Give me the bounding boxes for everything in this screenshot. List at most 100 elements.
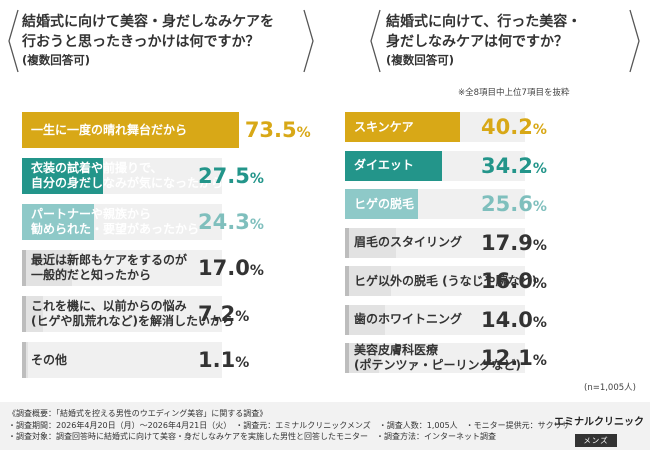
bar-label-line: (ヒゲや肌荒れなど)を解消したいから [31,314,234,328]
bar-accent [345,266,349,296]
bar [345,304,385,335]
bar-accent [345,189,349,219]
bar-accent [345,343,349,373]
bar-row: ダイエット 34.2% [345,150,645,181]
bar-row: 衣装の試着や前撮りで、 自分の身だしなみが気になったから 27.5% [22,158,322,194]
bar-label: 美容皮膚科医療 (ポテンツァ・ピーリングなど) [345,343,521,373]
bar-row: ヒゲの脱毛 25.6% [345,189,645,219]
bar-value-unit: % [532,122,547,138]
bar-value-number: 17.0 [198,256,250,280]
bar-accent [22,112,26,148]
bar-value-unit: % [532,314,547,331]
bar-label-line: ヒゲの脱毛 [354,196,415,211]
bar-label-line: 一般的だと知ったから [31,268,152,282]
bar-label-line: 眉毛のスタイリング [354,235,463,249]
bar-label-line: ヒゲ以外の脱毛 (うなじや腕など) [354,273,538,288]
bar [345,189,418,219]
bar-value-number: 34.2 [481,153,533,178]
bar-value-number: 27.5 [198,164,250,188]
right-title-bracket [370,9,381,73]
bar-value-number: 12.1 [481,346,533,370]
bar-label-line: その他 [31,352,68,367]
left-title-line1: 結婚式に向けて美容・身だしなみケアを [22,14,274,30]
bar-label: ダイエット [345,158,414,173]
right-chart-subtitle: (複数回答可) [386,53,455,67]
bar-value-label: 7.2% [198,302,249,326]
bar-accent [22,250,26,286]
bar-label-line: (ポテンツァ・ピーリングなど) [354,358,521,372]
bar-track [22,342,222,378]
bar-row: 一生に一度の晴れ舞台だから 73.5% [22,112,322,148]
bar-value-number: 1.1 [198,348,236,372]
bar-accent [22,342,26,378]
left-chart-title: 結婚式に向けて美容・身だしなみケアを 行おうと思ったきっかけは何ですか？ (複数… [22,12,274,68]
bar-accent [345,304,349,335]
right-title-line2: 身だしなみケアは何ですか？ [386,34,568,50]
bar-value-label: 34.2% [481,154,547,178]
right-title-line1: 結婚式に向けて、行った美容・ [386,14,582,30]
bar-label: スキンケア [345,120,414,135]
bar-row: パートナーや親族から 勧められた・要望があったから 24.3% [22,204,322,240]
bar-value-unit: % [532,160,547,177]
footer-line-1: 《調査概要：「結婚式を控える男性のウエディング美容」に関する調査》 [8,409,268,418]
bar-value-number: 16.0 [481,269,533,293]
clinic-logo: エミナルクリニック メンズ [554,413,644,447]
bar-value-label: 12.1% [481,346,547,370]
bar-accent [345,150,349,181]
bar-value-label: 16.0% [481,269,547,293]
right-chart-annotation: ※全8項目中上位7項目を抜粋 [458,88,570,98]
bar-value-label: 40.2% [481,115,547,139]
bar-track [22,296,222,332]
logo-tag: メンズ [575,434,617,447]
bar-accent [345,227,349,258]
bar-label: その他 [22,353,67,368]
bar-value-unit: % [235,355,250,371]
bar-value-number: 25.6 [481,192,533,216]
bar-label-line: これを機に、以前からの悩み [31,299,187,313]
bar [22,296,44,332]
bar [345,266,391,296]
bar-accent [345,112,349,142]
right-title-bracket-right [629,9,640,73]
bar-label-line: パートナーや親族から [31,207,152,221]
bar-label: 一生に一度の晴れ舞台だから [22,123,187,138]
bar-value-label: 73.5% [245,118,311,142]
bar-value-number: 40.2 [481,115,533,139]
bar-row: これを機に、以前からの悩み (ヒゲや肌荒れなど)を解消したいから 7.2% [22,296,322,332]
bar-row: 歯のホワイトニング 14.0% [345,304,645,335]
bar [22,158,104,194]
bar-accent [22,296,26,332]
bar-value-label: 17.9% [481,231,547,255]
bar-label-line: 一生に一度の晴れ舞台だから [31,122,188,137]
bar-value-unit: % [249,171,264,187]
left-title-bracket-right [303,9,314,73]
left-title-line2: 行おうと思ったきっかけは何ですか？ [22,34,260,50]
bar-value-unit: % [249,217,264,233]
bar-value-number: 24.3 [198,210,250,234]
bar-accent [22,158,26,194]
bar-label: ヒゲの脱毛 [345,197,414,212]
bar-row: ヒゲ以外の脱毛 (うなじや腕など) 16.0% [345,266,645,296]
bar-value-label: 24.3% [198,210,264,234]
bar [345,227,396,258]
footer-line-3: ・調査対象：調査回答時に結婚式に向けて美容・身だしなみケアを実施した男性と回答し… [8,432,496,441]
bar-label-line: ダイエット [354,158,414,172]
bar-value-label: 1.1% [198,348,249,372]
bar-value-number: 17.9 [481,230,533,255]
bar-value-unit: % [296,125,311,141]
bar-label-line: 自分の身だしなみが気になったから [31,176,224,190]
bar-value-label: 14.0% [481,308,547,332]
bar-label: パートナーや親族から 勧められた・要望があったから [22,207,199,237]
bar-value-label: 17.0% [198,256,264,280]
bar-value-label: 27.5% [198,164,264,188]
survey-footer: 《調査概要：「結婚式を控える男性のウエディング美容」に関する調査》 ・調査期間：… [0,402,650,450]
bar-row: スキンケア 40.2% [345,112,645,142]
bar-label: 眉毛のスタイリング [345,235,462,250]
bar-value-label: 25.6% [481,192,547,216]
bar-label-line: 最近は新郎もケアをするのが [31,253,188,267]
left-chart-subtitle: (複数回答可) [22,53,91,67]
bar-label: ヒゲ以外の脱毛 (うなじや腕など) [345,274,537,289]
bar [22,204,94,240]
bar-value-unit: % [235,309,250,325]
logo-brand: エミナルクリニック [554,417,644,428]
